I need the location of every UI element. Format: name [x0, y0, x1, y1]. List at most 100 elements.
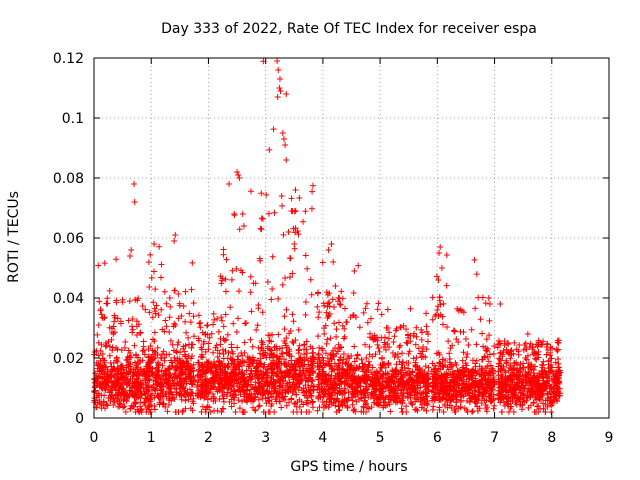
data-point	[307, 386, 314, 393]
data-point	[326, 358, 333, 365]
data-point	[285, 399, 292, 406]
data-point	[314, 407, 321, 414]
data-point	[137, 403, 144, 410]
data-point	[210, 321, 217, 328]
data-point	[145, 346, 152, 353]
data-point	[173, 348, 180, 355]
data-point	[339, 359, 346, 366]
data-point	[259, 395, 266, 402]
y-axis-label: ROTI / TECUs	[6, 191, 22, 283]
data-point	[257, 225, 264, 232]
data-point	[309, 369, 316, 376]
data-point	[174, 349, 181, 356]
data-point	[321, 302, 328, 309]
data-point	[315, 376, 322, 383]
data-point	[205, 340, 212, 347]
data-point	[406, 348, 413, 355]
data-point	[167, 337, 174, 344]
data-point	[137, 394, 144, 401]
data-point	[268, 296, 275, 303]
data-point	[378, 334, 385, 341]
data-point	[137, 385, 144, 392]
x-axis-label: GPS time / hours	[290, 459, 407, 475]
data-point	[258, 376, 265, 383]
data-point	[333, 326, 340, 333]
data-point	[129, 326, 136, 333]
data-point	[341, 379, 348, 386]
data-point	[151, 338, 158, 345]
data-point	[319, 375, 326, 382]
data-point	[125, 347, 132, 354]
data-point	[175, 339, 182, 346]
data-point	[324, 291, 331, 298]
data-point	[142, 399, 149, 406]
data-point	[182, 318, 189, 325]
data-point	[110, 323, 117, 330]
data-point	[272, 387, 279, 394]
data-point	[139, 348, 146, 355]
data-point	[134, 375, 141, 382]
data-point	[266, 337, 273, 344]
data-point	[290, 374, 297, 381]
data-point	[118, 374, 125, 381]
data-point	[106, 287, 113, 294]
data-point	[235, 363, 242, 370]
data-point	[131, 378, 138, 385]
data-point	[212, 397, 219, 404]
data-point	[349, 397, 356, 404]
data-point	[114, 397, 121, 404]
data-point	[378, 311, 385, 318]
data-point	[331, 396, 338, 403]
data-point	[228, 403, 235, 410]
data-point	[413, 354, 420, 361]
data-point	[300, 401, 307, 408]
data-point	[337, 343, 344, 350]
data-point	[101, 260, 108, 267]
data-point	[103, 373, 110, 380]
data-point	[329, 296, 336, 303]
y-tick-label: 0.04	[53, 291, 84, 307]
data-point	[316, 356, 323, 363]
data-point	[270, 379, 277, 386]
data-point	[275, 295, 282, 302]
data-point	[347, 314, 354, 321]
data-point	[155, 312, 162, 319]
data-point	[204, 360, 211, 367]
data-point	[185, 371, 192, 378]
data-point	[172, 364, 179, 371]
data-point	[233, 265, 240, 272]
data-point	[239, 352, 246, 359]
data-point	[151, 348, 158, 355]
data-point	[353, 355, 360, 362]
data-point	[124, 354, 131, 361]
data-point	[295, 373, 302, 380]
data-point	[263, 388, 270, 395]
data-point	[210, 349, 217, 356]
data-point	[214, 353, 221, 360]
data-point	[134, 388, 141, 395]
data-point	[327, 351, 334, 358]
data-point	[282, 389, 289, 396]
data-point	[392, 366, 399, 373]
data-point	[300, 218, 307, 225]
data-point	[96, 298, 103, 305]
data-point	[177, 382, 184, 389]
data-point	[178, 367, 185, 374]
data-point	[330, 347, 337, 354]
data-point	[397, 342, 404, 349]
data-point	[94, 331, 101, 338]
data-point	[97, 347, 104, 354]
data-point	[338, 387, 345, 394]
data-point	[384, 306, 391, 313]
data-point	[398, 405, 405, 412]
data-point	[171, 385, 178, 392]
data-point	[186, 386, 193, 393]
data-point	[308, 291, 315, 298]
data-point	[149, 314, 156, 321]
data-point	[220, 323, 227, 330]
data-point	[156, 243, 163, 250]
data-point	[120, 366, 127, 373]
data-point	[220, 351, 227, 358]
data-point	[96, 382, 103, 389]
data-point	[237, 267, 244, 274]
